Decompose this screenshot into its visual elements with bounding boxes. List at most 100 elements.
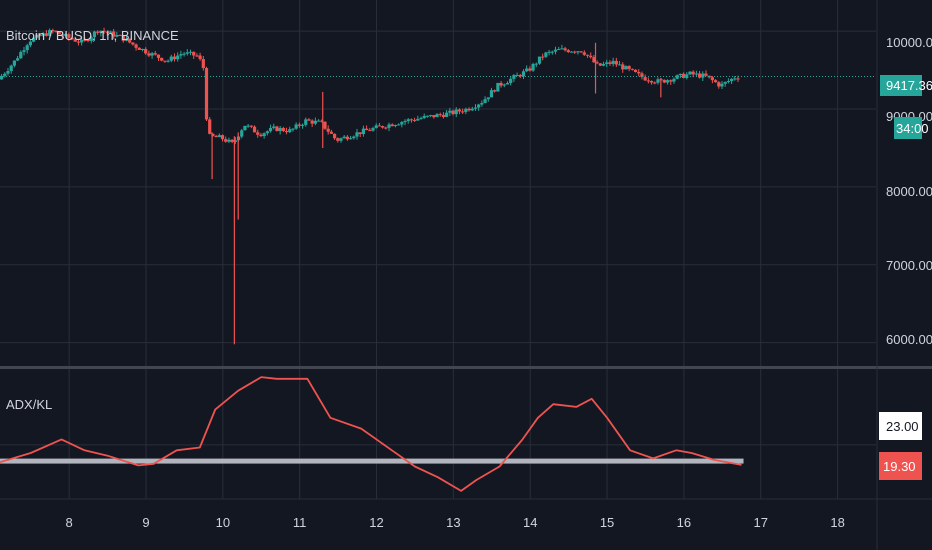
candle-body xyxy=(336,138,340,141)
candle-body xyxy=(477,104,481,108)
candle-body xyxy=(233,140,237,142)
candle-body xyxy=(400,122,404,125)
adx-line xyxy=(0,376,742,492)
candle-body xyxy=(300,124,305,126)
candle-body xyxy=(451,110,455,115)
candle-body xyxy=(70,37,74,40)
candle-body xyxy=(685,74,689,78)
candle-body xyxy=(713,80,718,83)
candle-body xyxy=(409,119,414,121)
candle-body xyxy=(252,126,257,133)
candle-body xyxy=(614,60,618,65)
candle-body xyxy=(573,51,577,53)
candle-body xyxy=(195,55,199,57)
candle-body xyxy=(397,124,401,126)
candle-body xyxy=(147,53,151,56)
candle-body xyxy=(326,128,330,132)
candle-body xyxy=(3,73,7,76)
time-tick-14: 14 xyxy=(523,515,537,530)
candle-body xyxy=(35,34,39,38)
last-price-badge xyxy=(880,75,922,96)
pane-separator[interactable] xyxy=(0,366,932,369)
candle-body xyxy=(646,80,650,82)
indicator-axis[interactable]: 23.00 19.30 xyxy=(879,412,922,480)
price-axis[interactable]: 10000.00 9000.00 8000.00 7000.00 6000.00… xyxy=(880,35,932,347)
countdown-badge xyxy=(894,117,922,139)
candle-body xyxy=(678,73,682,76)
time-axis[interactable]: 8 9 10 11 12 13 14 15 16 17 18 xyxy=(66,515,845,530)
candle-body xyxy=(691,71,695,75)
candle-body xyxy=(249,125,253,127)
candle-body xyxy=(486,97,490,100)
candle-body xyxy=(208,119,212,134)
symbol-title[interactable]: Bitcoin / BUSD, 1h, BINANCE xyxy=(6,28,179,43)
candle-body xyxy=(611,60,615,64)
candle-body xyxy=(688,71,692,75)
candle-body xyxy=(83,39,87,41)
indicator-title[interactable]: ADX/KL xyxy=(6,397,52,412)
price-tick-6000: 6000.00 xyxy=(886,332,932,347)
candle-body xyxy=(307,119,311,121)
candle-body xyxy=(704,73,708,76)
candle-body xyxy=(284,130,289,133)
candle-body xyxy=(521,71,526,77)
candle-body xyxy=(374,125,378,129)
candle-body xyxy=(358,132,362,135)
candle-body xyxy=(662,79,666,83)
candle-body xyxy=(211,133,215,136)
candle-body xyxy=(214,135,218,138)
candle-body xyxy=(192,51,196,56)
candle-body xyxy=(96,31,100,33)
candle-body xyxy=(365,128,369,131)
time-tick-9: 9 xyxy=(142,515,149,530)
countdown-label: 34:00 xyxy=(896,121,929,136)
candle-body xyxy=(105,31,109,33)
candle-body xyxy=(179,54,183,56)
key-level-band xyxy=(0,458,744,464)
candle-body xyxy=(608,62,612,64)
candle-body xyxy=(550,51,554,53)
candle-body xyxy=(153,53,157,55)
candle-body xyxy=(80,39,84,43)
candle-body xyxy=(589,55,593,58)
candle-body xyxy=(630,68,634,70)
candle-body xyxy=(92,31,97,38)
candle-body xyxy=(275,126,279,132)
candle-body xyxy=(518,75,522,77)
candle-body xyxy=(115,34,119,37)
candle-body xyxy=(531,63,535,71)
candle-body xyxy=(172,56,177,60)
indicator-pane[interactable] xyxy=(0,376,744,492)
candle-body xyxy=(665,80,670,83)
candle-body xyxy=(163,60,167,62)
price-pane[interactable] xyxy=(0,27,876,345)
candle-body xyxy=(425,115,430,117)
candle-body xyxy=(240,130,244,137)
candle-body xyxy=(429,115,433,117)
candle-body xyxy=(54,30,58,32)
candle-body xyxy=(445,112,449,117)
candle-body xyxy=(566,50,570,53)
candle-body xyxy=(150,53,154,56)
indicator-value-label: 19.30 xyxy=(883,459,916,474)
time-tick-16: 16 xyxy=(677,515,691,530)
time-tick-18: 18 xyxy=(830,515,844,530)
candle-body xyxy=(649,81,654,83)
candle-body xyxy=(393,125,398,127)
candle-body xyxy=(60,34,65,36)
candle-body xyxy=(339,138,343,141)
candle-body xyxy=(89,37,93,42)
candle-body xyxy=(86,39,90,42)
candle-body xyxy=(681,73,686,78)
candle-body xyxy=(403,121,407,123)
indicator-tick-badge xyxy=(879,412,922,440)
candle-body xyxy=(320,120,324,122)
candle-body xyxy=(118,34,122,36)
candle-body xyxy=(569,51,574,53)
candle-body xyxy=(108,31,113,33)
candle-body xyxy=(736,78,740,80)
candle-body xyxy=(188,51,193,53)
candle-body xyxy=(16,58,20,61)
candle-body xyxy=(67,34,71,38)
